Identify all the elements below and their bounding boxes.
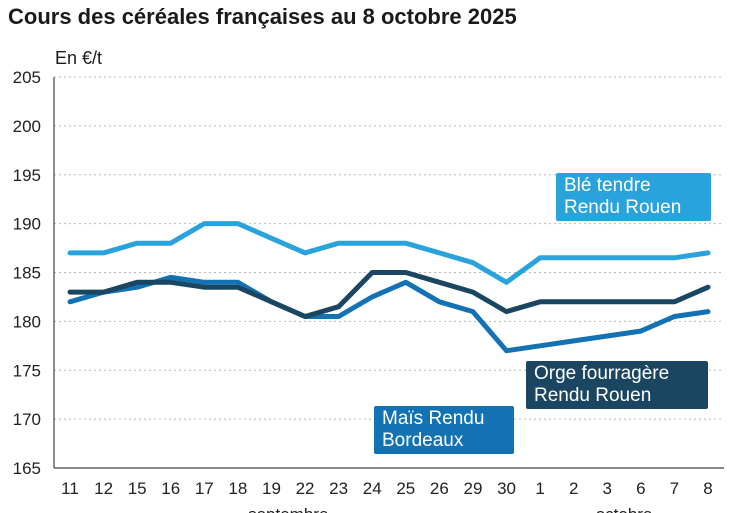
y-tick-label: 205 xyxy=(13,68,41,87)
x-tick-label: 16 xyxy=(161,479,180,498)
y-ticks: 165 170 175 180 185 190 195 200 205 xyxy=(13,68,41,478)
y-tick-label: 190 xyxy=(13,215,41,234)
y-axis-unit: En €/t xyxy=(55,48,103,68)
y-tick-label: 170 xyxy=(13,410,41,429)
x-tick-label: 22 xyxy=(296,479,315,498)
x-tick-label: 25 xyxy=(396,479,415,498)
x-tick-label: 12 xyxy=(94,479,113,498)
x-tick-label: 17 xyxy=(195,479,214,498)
y-tick-label: 165 xyxy=(13,459,41,478)
series-label-orge: Orge fourragère Rendu Rouen xyxy=(526,361,708,409)
x-tick-label: 2 xyxy=(569,479,578,498)
y-tick-label: 185 xyxy=(13,264,41,283)
x-tick-label: 3 xyxy=(603,479,612,498)
series-label-mais: Maïs Rendu Bordeaux xyxy=(374,406,514,454)
x-tick-label: 6 xyxy=(636,479,645,498)
x-tick-label: 15 xyxy=(128,479,147,498)
month-label-octobre: octobre xyxy=(596,505,653,513)
x-tick-label: 24 xyxy=(363,479,382,498)
y-tick-label: 175 xyxy=(13,361,41,380)
series-lines xyxy=(67,221,711,354)
x-tick-label: 19 xyxy=(262,479,281,498)
x-ticks: 1112151617181922232425262930123678septem… xyxy=(61,479,713,513)
y-tick-label: 180 xyxy=(13,312,41,331)
series-label-ble: Blé tendre Rendu Rouen xyxy=(556,173,711,221)
x-tick-label: 11 xyxy=(61,479,79,498)
x-tick-label: 18 xyxy=(228,479,247,498)
x-tick-label: 26 xyxy=(430,479,449,498)
x-tick-label: 30 xyxy=(497,479,516,498)
x-tick-label: 29 xyxy=(463,479,482,498)
y-tick-label: 195 xyxy=(13,166,41,185)
series-line-1 xyxy=(67,270,711,319)
y-tick-label: 200 xyxy=(13,117,41,136)
x-tick-label: 1 xyxy=(535,479,544,498)
x-tick-label: 8 xyxy=(703,479,712,498)
x-tick-label: 23 xyxy=(329,479,348,498)
month-label-septembre: septembre xyxy=(248,505,328,513)
series-line-0 xyxy=(67,221,711,285)
x-tick-label: 7 xyxy=(670,479,679,498)
chart-title: Cours des céréales françaises au 8 octob… xyxy=(8,4,517,29)
series-line-2 xyxy=(67,274,711,354)
